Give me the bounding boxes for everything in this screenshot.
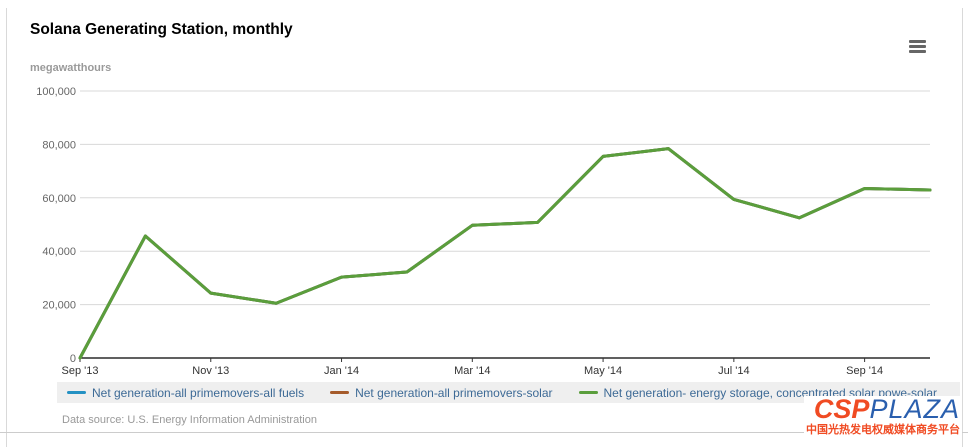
logo-csp-text: CSP xyxy=(813,394,870,424)
legend-line-icon xyxy=(330,391,350,394)
legend-label: Net generation-all primemovers-solar xyxy=(355,385,553,400)
svg-text:May '14: May '14 xyxy=(584,365,622,377)
svg-text:Sep '13: Sep '13 xyxy=(62,365,99,377)
page-title: Solana Generating Station, monthly xyxy=(30,21,293,38)
logo-tagline: 中国光热发电权威媒体商务平台 xyxy=(806,424,960,436)
logo-plaza-text: PLAZA xyxy=(869,394,960,424)
svg-text:20,000: 20,000 xyxy=(42,300,76,312)
footer-divider xyxy=(0,432,968,433)
legend-line-icon xyxy=(578,391,598,394)
svg-text:Mar '14: Mar '14 xyxy=(454,365,490,377)
svg-text:Sep '14: Sep '14 xyxy=(846,365,883,377)
svg-text:Jul '14: Jul '14 xyxy=(718,365,749,377)
chart-menu-button[interactable] xyxy=(906,36,928,56)
chart-card xyxy=(6,8,963,447)
csp-plaza-logo: CSPPLAZA 中国光热发电权威媒体商务平台 xyxy=(804,396,962,436)
svg-text:Jan '14: Jan '14 xyxy=(324,365,359,377)
hamburger-menu-icon xyxy=(908,39,926,53)
svg-text:80,000: 80,000 xyxy=(42,139,76,151)
legend-item-all-fuels[interactable]: Net generation-all primemovers-all fuels xyxy=(67,386,304,400)
svg-text:60,000: 60,000 xyxy=(42,193,76,205)
svg-text:100,000: 100,000 xyxy=(36,86,76,98)
data-source-text: Data source: U.S. Energy Information Adm… xyxy=(62,414,317,426)
legend-label: Net generation-all primemovers-all fuels xyxy=(92,385,305,400)
svg-text:0: 0 xyxy=(70,353,76,365)
legend-item-solar[interactable]: Net generation-all primemovers-solar xyxy=(330,385,553,400)
svg-text:Nov '13: Nov '13 xyxy=(192,365,229,377)
y-axis-title: megawatthours xyxy=(30,62,112,74)
legend-line-icon xyxy=(67,391,86,394)
svg-text:40,000: 40,000 xyxy=(42,246,76,258)
